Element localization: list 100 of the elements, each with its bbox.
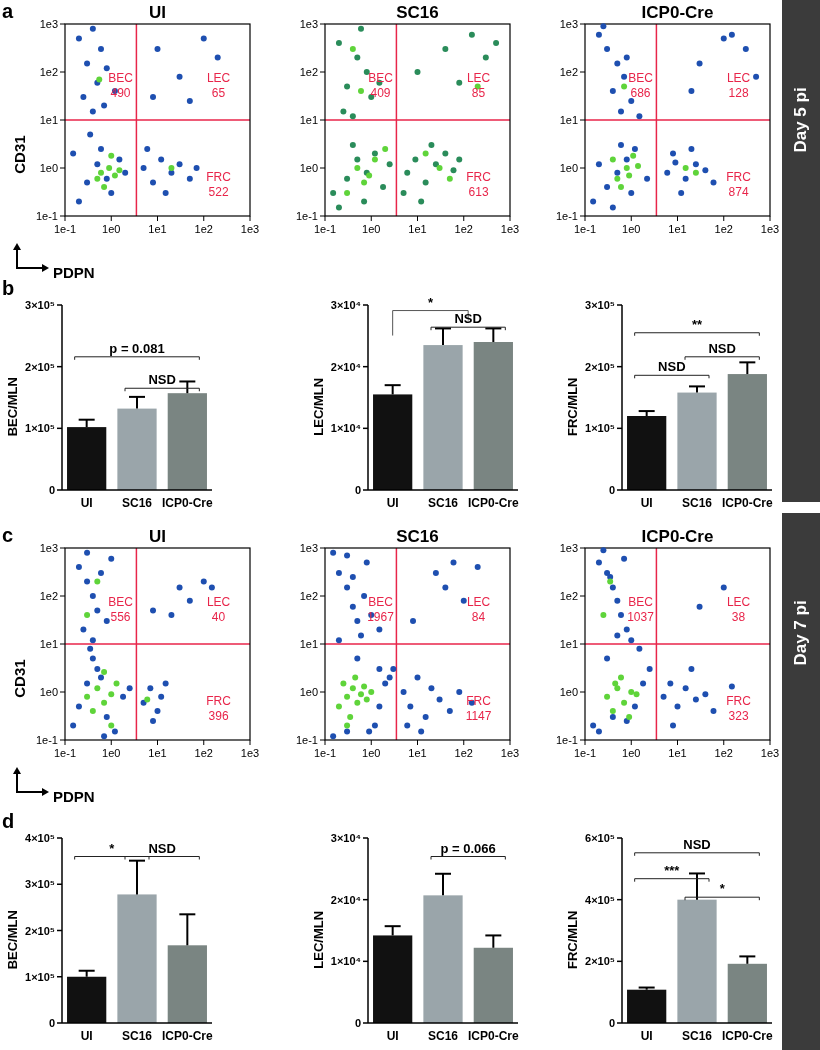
x-tick-label: SC16 <box>121 496 153 510</box>
y-tick-label: 1e0 <box>39 686 58 698</box>
y-tick-label: 3×10⁴ <box>330 832 361 844</box>
annotation: FRC 613 <box>466 170 492 200</box>
y-tick-label: 4×10⁵ <box>25 832 55 844</box>
x-tick-label: 1e0 <box>362 747 381 759</box>
y-tick-label: 1e3 <box>559 18 578 30</box>
y-tick-label: 1×10⁵ <box>25 422 55 435</box>
text: Day 7 pi <box>791 600 810 666</box>
x-tick-label: ICP0-Cre <box>721 1029 773 1043</box>
y-tick-label: 1e1 <box>559 114 578 126</box>
y-tick-label: 1e1 <box>559 638 578 650</box>
y-tick-label: 1e-1 <box>555 734 578 746</box>
y-tick-label: 1e0 <box>299 686 318 698</box>
y-tick-label: 1e3 <box>299 542 318 554</box>
x-tick-label: ICP0-Cre <box>161 496 213 510</box>
annotation: FRC 396 <box>206 694 232 724</box>
y-tick-label: 0 <box>608 484 615 496</box>
annotation: *** <box>664 862 681 878</box>
y-tick-label: 1×10⁵ <box>25 970 55 983</box>
y-tick-label: 1e0 <box>559 162 578 174</box>
y-tick-label: 1e3 <box>39 542 58 554</box>
annotation: LEC 65 <box>206 70 231 100</box>
x-tick-label: 1e3 <box>760 747 780 759</box>
y-tick-label: 1e2 <box>39 66 58 78</box>
annotation: NSD <box>708 340 736 356</box>
y-tick-label: 1e-1 <box>35 210 58 222</box>
y-tick-label: 6×10⁵ <box>585 832 615 844</box>
x-tick-label: UI <box>386 1029 399 1043</box>
text: a <box>2 0 14 22</box>
x-tick-label: 1e-1 <box>573 747 597 759</box>
chart-title: ICP0-Cre <box>641 3 714 22</box>
annotation: LEC 38 <box>726 594 751 624</box>
chart-title: UI <box>149 527 166 546</box>
annotation: BEC 1037 <box>627 594 655 624</box>
significance-bracket: p = 0.081 <box>74 340 200 361</box>
annotation: * <box>427 294 434 310</box>
x-tick-label: 1e1 <box>148 223 167 235</box>
annotation: NSD <box>658 359 686 375</box>
y-tick-label: 1e-1 <box>295 734 318 746</box>
x-tick-label: 1e0 <box>102 747 121 759</box>
y-axis-title: FRC/MLN <box>565 910 580 969</box>
y-tick-label: 3×10⁵ <box>585 299 615 311</box>
significance-bracket: ** <box>634 316 760 337</box>
x-tick-label: 1e1 <box>148 747 167 759</box>
y-tick-label: 1e1 <box>299 638 318 650</box>
significance-bracket: *** <box>634 862 710 883</box>
y-tick-label: 0 <box>354 484 361 496</box>
x-tick-label: 1e2 <box>454 223 473 235</box>
y-axis-title: BEC/MLN <box>5 377 20 437</box>
x-tick-label: SC16 <box>681 496 713 510</box>
text: c <box>2 524 14 546</box>
annotation: BEC 409 <box>368 70 394 100</box>
annotation: NSD <box>148 372 176 388</box>
y-tick-label: 1e-1 <box>295 210 318 222</box>
x-axis-title: PDPN <box>53 264 95 281</box>
x-tick-label: 1e-1 <box>573 223 597 235</box>
y-tick-label: 2×10⁴ <box>330 893 361 906</box>
y-tick-label: 3×10⁵ <box>25 878 55 891</box>
y-tick-label: 1e2 <box>559 66 578 78</box>
x-tick-label: 1e2 <box>194 223 213 235</box>
annotation: LEC 84 <box>466 594 491 624</box>
y-axis-title: LEC/MLN <box>311 377 326 436</box>
x-tick-label: 1e1 <box>668 747 687 759</box>
x-tick-label: SC16 <box>427 1029 459 1043</box>
x-tick-label: 1e3 <box>240 223 260 235</box>
annotation: NSD <box>454 311 482 327</box>
annotation: BEC 1967 <box>367 594 395 624</box>
y-axis-title: CD31 <box>11 135 28 174</box>
annotation: BEC 686 <box>628 70 654 100</box>
y-tick-label: 1e3 <box>39 18 58 30</box>
y-tick-label: 1e2 <box>299 66 318 78</box>
chart-title: UI <box>149 3 166 22</box>
y-tick-label: 1e-1 <box>35 734 58 746</box>
y-axis-title: LEC/MLN <box>311 910 326 969</box>
y-tick-label: 1e2 <box>559 590 578 602</box>
y-tick-label: 0 <box>354 1017 361 1029</box>
y-tick-label: 1e0 <box>559 686 578 698</box>
x-tick-label: UI <box>80 496 93 510</box>
y-axis-title: BEC/MLN <box>5 910 20 970</box>
x-tick-label: UI <box>640 1029 653 1043</box>
x-tick-label: 1e1 <box>668 223 687 235</box>
y-tick-label: 0 <box>48 1017 55 1029</box>
y-tick-label: 4×10⁵ <box>585 893 615 906</box>
annotation: p = 0.081 <box>109 340 165 356</box>
x-tick-label: 1e1 <box>408 747 427 759</box>
significance-bracket: NSD <box>634 359 710 379</box>
annotation: NSD <box>683 836 711 852</box>
y-tick-label: 0 <box>608 1017 615 1029</box>
annotation: FRC 522 <box>206 170 232 200</box>
y-tick-label: 1e2 <box>299 590 318 602</box>
chart-title: SC16 <box>396 527 439 546</box>
x-tick-label: 1e3 <box>240 747 260 759</box>
annotation: FRC 323 <box>726 694 752 724</box>
annotation: * <box>109 840 116 856</box>
annotation: p = 0.066 <box>440 840 496 856</box>
significance-bracket: * <box>684 881 760 901</box>
y-tick-label: 1e0 <box>299 162 318 174</box>
chart-title: ICP0-Cre <box>641 527 714 546</box>
x-tick-label: 1e1 <box>408 223 427 235</box>
